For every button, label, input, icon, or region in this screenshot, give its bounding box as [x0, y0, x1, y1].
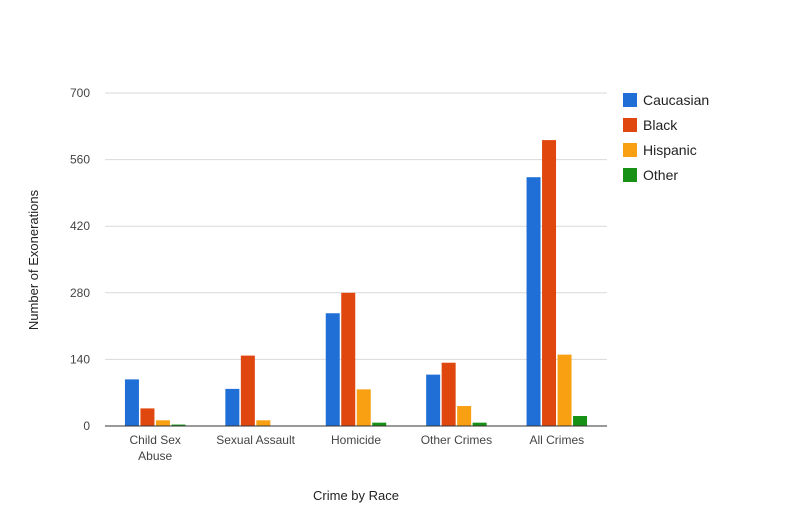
legend-swatch-hispanic [623, 143, 637, 157]
y-tick-label: 0 [83, 419, 90, 433]
legend-swatch-other [623, 168, 637, 182]
bar-other [372, 422, 387, 426]
x-tick-label: Homicide [331, 433, 381, 447]
legend-label-caucasian: Caucasian [643, 92, 709, 108]
y-tick-label: 420 [70, 219, 90, 233]
bar-caucasian [225, 388, 240, 426]
bars [124, 140, 588, 427]
bar-black [441, 362, 456, 426]
gridlines [105, 92, 607, 360]
x-axis-title: Crime by Race [313, 488, 399, 503]
x-tick-label: All Crimes [529, 433, 584, 447]
y-tick-label: 560 [70, 153, 90, 167]
x-tick-label: Child Sex [130, 433, 181, 447]
x-tick-label: Other Crimes [421, 433, 492, 447]
bar-other [573, 416, 588, 426]
bar-hispanic [356, 389, 371, 426]
bar-hispanic [256, 420, 271, 426]
x-axis-ticks: Child Sex Abuse Sexual Assault Homicide Othe… [130, 433, 585, 463]
y-tick-label: 700 [70, 86, 90, 100]
x-tick-label: Abuse [138, 449, 172, 463]
bar-other [472, 422, 487, 426]
bar-black [542, 140, 557, 427]
y-tick-label: 280 [70, 286, 90, 300]
bar-caucasian [526, 177, 541, 426]
legend-label-other: Other [643, 167, 678, 183]
bar-caucasian [325, 313, 340, 426]
y-tick-label: 140 [70, 352, 90, 366]
y-axis-ticks: 0 140 280 420 560 700 [70, 86, 90, 433]
legend-swatch-black [623, 118, 637, 132]
bar-hispanic [457, 406, 472, 426]
bar-black [240, 355, 255, 426]
x-tick-label: Sexual Assault [216, 433, 295, 447]
legend-swatch-caucasian [623, 93, 637, 107]
bar-other [171, 424, 186, 426]
bar-black [341, 292, 356, 426]
bar-hispanic [155, 420, 170, 426]
legend-label-hispanic: Hispanic [643, 142, 697, 158]
bar-caucasian [426, 374, 441, 426]
bar-hispanic [557, 354, 572, 426]
y-axis-title: Number of Exonerations [26, 189, 41, 330]
bar-black [140, 408, 155, 426]
legend-label-black: Black [643, 117, 678, 133]
bar-caucasian [124, 379, 139, 426]
legend: Caucasian Black Hispanic Other [623, 92, 709, 183]
